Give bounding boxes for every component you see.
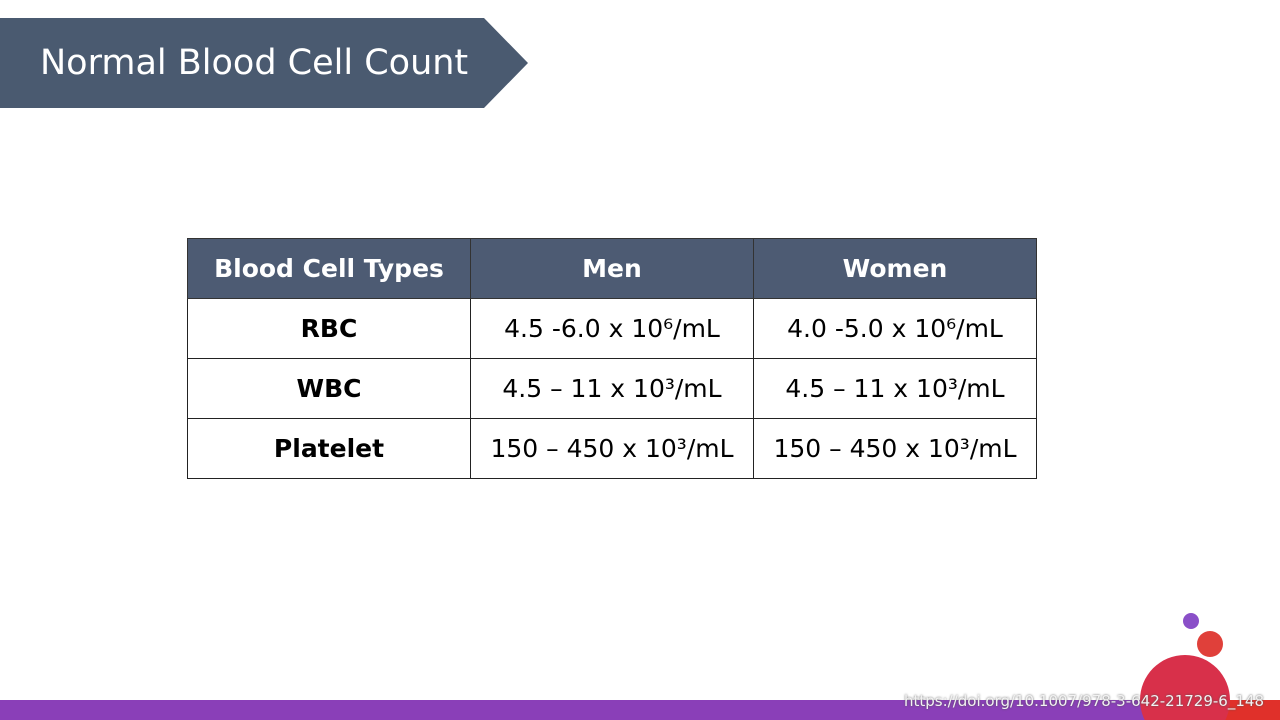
banner-shape (0, 18, 528, 108)
footer-accent (1215, 700, 1280, 720)
decor-circle (1183, 613, 1199, 629)
row-header: WBC (187, 358, 471, 419)
column-header: Women (753, 238, 1037, 299)
decor-circle (1197, 631, 1223, 657)
footer-decoration (0, 613, 1280, 720)
cell: 4.5 – 11 x 10³/mL (470, 358, 754, 419)
row-header: Platelet (187, 418, 471, 479)
table-row: WBC 4.5 – 11 x 10³/mL 4.5 – 11 x 10³/mL (187, 358, 1037, 419)
cell: 4.5 -6.0 x 10⁶/mL (470, 298, 754, 359)
cell: 150 – 450 x 10³/mL (753, 418, 1037, 479)
column-header: Men (470, 238, 754, 299)
cell: 4.0 -5.0 x 10⁶/mL (753, 298, 1037, 359)
footer-bar (0, 700, 1280, 720)
data-table: Blood Cell Types Men Women RBC 4.5 -6.0 x… (187, 238, 1037, 479)
table-row: Platelet 150 – 450 x 10³/mL 150 – 450 x 10… (187, 418, 1037, 479)
source-link: https://doi.org/10.1007/978-3-642-21729-… (904, 692, 1264, 710)
column-header: Blood Cell Types (187, 238, 471, 299)
header-row: Blood Cell Types Men Women (187, 238, 1037, 299)
cell: 4.5 – 11 x 10³/mL (753, 358, 1037, 419)
cell: 150 – 450 x 10³/mL (470, 418, 754, 479)
row-header: RBC (187, 298, 471, 359)
decor-circle (1140, 655, 1230, 720)
table-row: RBC 4.5 -6.0 x 10⁶/mL 4.0 -5.0 x 10⁶/mL (187, 298, 1037, 359)
slide-title: Normal Blood Cell Count (40, 43, 469, 83)
title-banner (0, 18, 528, 108)
